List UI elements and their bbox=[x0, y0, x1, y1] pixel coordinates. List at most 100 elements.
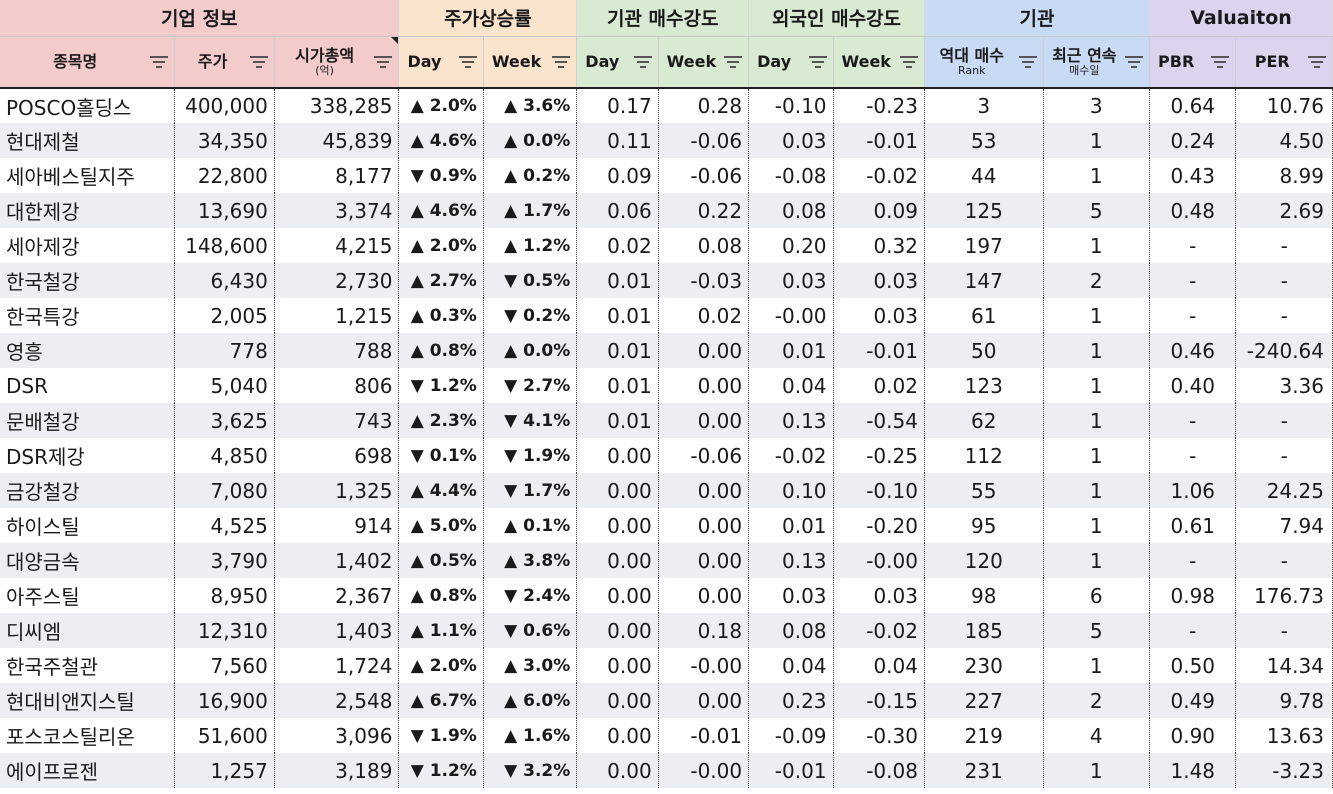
week-change-cell[interactable]: ▲ 1.6% bbox=[483, 718, 578, 753]
table-row[interactable]: 현대제철 34,350 45,839 ▲ 4.6% ▲ 0.0% 0.11 -0.06 0.0… bbox=[0, 123, 1333, 158]
buy-rank-cell[interactable]: 230 bbox=[924, 648, 1044, 683]
per-cell[interactable]: 4.50 bbox=[1235, 123, 1333, 158]
filter-icon[interactable] bbox=[1211, 55, 1230, 69]
foreign-day-cell[interactable]: 0.20 bbox=[748, 228, 834, 263]
inst-day-cell[interactable]: 0.00 bbox=[576, 473, 659, 508]
foreign-day-cell[interactable]: 0.03 bbox=[748, 123, 834, 158]
per-cell[interactable]: -3.23 bbox=[1235, 753, 1333, 788]
foreign-week-cell[interactable]: -0.15 bbox=[833, 683, 925, 718]
foreign-day-cell[interactable]: 0.03 bbox=[748, 578, 834, 613]
buy-rank-cell[interactable]: 44 bbox=[924, 158, 1044, 193]
stock-name-cell[interactable]: 대한제강 bbox=[0, 193, 176, 228]
foreign-day-cell[interactable]: -0.10 bbox=[748, 88, 834, 123]
week-change-cell[interactable]: ▼ 3.2% bbox=[483, 753, 578, 788]
market-cap-cell[interactable]: 914 bbox=[274, 508, 400, 543]
stock-name-cell[interactable]: 영흥 bbox=[0, 333, 176, 368]
per-cell[interactable]: 9.78 bbox=[1235, 683, 1333, 718]
per-cell[interactable]: -240.64 bbox=[1235, 333, 1333, 368]
foreign-day-cell[interactable]: -0.00 bbox=[748, 298, 834, 333]
inst-day-cell[interactable]: 0.01 bbox=[576, 263, 659, 298]
table-row[interactable]: 문배철강 3,625 743 ▲ 2.3% ▼ 4.1% 0.01 0.00 0.13 -0.5… bbox=[0, 403, 1333, 438]
filter-icon[interactable] bbox=[458, 55, 477, 69]
pbr-cell[interactable]: 1.06 bbox=[1149, 473, 1237, 508]
pbr-cell[interactable]: 1.48 bbox=[1149, 753, 1237, 788]
per-cell[interactable]: - bbox=[1235, 543, 1333, 578]
foreign-week-cell[interactable]: 0.09 bbox=[833, 193, 925, 228]
pbr-cell[interactable]: 0.61 bbox=[1149, 508, 1237, 543]
pbr-cell[interactable]: - bbox=[1149, 298, 1237, 333]
buy-rank-cell[interactable]: 98 bbox=[924, 578, 1044, 613]
per-cell[interactable]: - bbox=[1235, 228, 1333, 263]
inst-day-cell[interactable]: 0.00 bbox=[576, 508, 659, 543]
week-change-cell[interactable]: ▲ 3.8% bbox=[483, 543, 578, 578]
week-change-cell[interactable]: ▲ 1.2% bbox=[483, 228, 578, 263]
pbr-cell[interactable]: 0.50 bbox=[1149, 648, 1237, 683]
inst-week-cell[interactable]: 0.18 bbox=[658, 613, 750, 648]
buy-streak-cell[interactable]: 1 bbox=[1043, 753, 1151, 788]
market-cap-cell[interactable]: 1,402 bbox=[274, 543, 400, 578]
buy-streak-cell[interactable]: 4 bbox=[1043, 718, 1151, 753]
table-row[interactable]: 에이프로젠 1,257 3,189 ▼ 1.2% ▼ 3.2% 0.00 -0.00 -0.0… bbox=[0, 753, 1333, 788]
inst-week-cell[interactable]: 0.00 bbox=[658, 368, 750, 403]
stock-name-cell[interactable]: 금강철강 bbox=[0, 473, 176, 508]
per-cell[interactable]: - bbox=[1235, 403, 1333, 438]
buy-streak-cell[interactable]: 6 bbox=[1043, 578, 1151, 613]
stock-name-cell[interactable]: 한국특강 bbox=[0, 298, 176, 333]
stock-name-cell[interactable]: 에이프로젠 bbox=[0, 753, 176, 788]
stock-name-cell[interactable]: POSCO홀딩스 bbox=[0, 88, 176, 123]
price-cell[interactable]: 16,900 bbox=[174, 683, 275, 718]
filter-icon[interactable] bbox=[1125, 55, 1144, 69]
inst-day-cell[interactable]: 0.11 bbox=[576, 123, 659, 158]
buy-streak-cell[interactable]: 1 bbox=[1043, 158, 1151, 193]
foreign-week-cell[interactable]: -0.01 bbox=[833, 123, 925, 158]
inst-day-cell[interactable]: 0.00 bbox=[576, 578, 659, 613]
table-row[interactable]: 포스코스틸리온 51,600 3,096 ▼ 1.9% ▲ 1.6% 0.00 -0.01-… bbox=[0, 718, 1333, 753]
price-cell[interactable]: 400,000 bbox=[174, 88, 275, 123]
buy-rank-cell[interactable]: 95 bbox=[924, 508, 1044, 543]
per-cell[interactable]: 3.36 bbox=[1235, 368, 1333, 403]
stock-name-cell[interactable]: 포스코스틸리온 bbox=[0, 718, 176, 753]
price-cell[interactable]: 12,310 bbox=[174, 613, 275, 648]
inst-week-cell[interactable]: 0.02 bbox=[658, 298, 750, 333]
week-change-cell[interactable]: ▲ 3.0% bbox=[483, 648, 578, 683]
table-row[interactable]: 한국주철관 7,560 1,724 ▲ 2.0% ▲ 3.0% 0.00 -0.00 0.04… bbox=[0, 648, 1333, 683]
day-change-cell[interactable]: ▲ 1.1% bbox=[398, 613, 484, 648]
inst-week-cell[interactable]: -0.00 bbox=[658, 753, 750, 788]
price-cell[interactable]: 6,430 bbox=[174, 263, 275, 298]
stock-name-cell[interactable]: 디씨엠 bbox=[0, 613, 176, 648]
buy-streak-cell[interactable]: 1 bbox=[1043, 298, 1151, 333]
pbr-cell[interactable]: 0.46 bbox=[1149, 333, 1237, 368]
stock-name-cell[interactable]: 대양금속 bbox=[0, 543, 176, 578]
buy-rank-cell[interactable]: 185 bbox=[924, 613, 1044, 648]
day-change-cell[interactable]: ▲ 6.7% bbox=[398, 683, 484, 718]
inst-week-cell[interactable]: 0.00 bbox=[658, 508, 750, 543]
foreign-day-cell[interactable]: 0.03 bbox=[748, 263, 834, 298]
week-change-cell[interactable]: ▼ 2.4% bbox=[483, 578, 578, 613]
stock-name-cell[interactable]: 현대비앤지스틸 bbox=[0, 683, 176, 718]
buy-rank-cell[interactable]: 227 bbox=[924, 683, 1044, 718]
filter-icon[interactable] bbox=[1308, 55, 1326, 69]
day-change-cell[interactable]: ▲ 5.0% bbox=[398, 508, 484, 543]
market-cap-cell[interactable]: 1,215 bbox=[274, 298, 400, 333]
pbr-cell[interactable]: 0.40 bbox=[1149, 368, 1237, 403]
per-cell[interactable]: 14.34 bbox=[1235, 648, 1333, 683]
price-cell[interactable]: 4,525 bbox=[174, 508, 275, 543]
day-change-cell[interactable]: ▲ 0.8% bbox=[398, 333, 484, 368]
week-change-cell[interactable]: ▼ 4.1% bbox=[483, 403, 578, 438]
foreign-week-cell[interactable]: -0.01 bbox=[833, 333, 925, 368]
filter-icon[interactable] bbox=[808, 55, 827, 69]
market-cap-cell[interactable]: 1,724 bbox=[274, 648, 400, 683]
stock-name-cell[interactable]: 아주스틸 bbox=[0, 578, 176, 613]
market-cap-cell[interactable]: 8,177 bbox=[274, 158, 400, 193]
pbr-cell[interactable]: 0.49 bbox=[1149, 683, 1237, 718]
inst-day-cell[interactable]: 0.00 bbox=[576, 648, 659, 683]
market-cap-cell[interactable]: 4,215 bbox=[274, 228, 400, 263]
buy-streak-cell[interactable]: 1 bbox=[1043, 438, 1151, 473]
foreign-week-cell[interactable]: 0.32 bbox=[833, 228, 925, 263]
day-change-cell[interactable]: ▼ 0.9% bbox=[398, 158, 484, 193]
buy-streak-cell[interactable]: 3 bbox=[1043, 88, 1151, 123]
stock-name-cell[interactable]: 한국철강 bbox=[0, 263, 176, 298]
week-change-cell[interactable]: ▼ 0.6% bbox=[483, 613, 578, 648]
table-row[interactable]: 한국특강 2,005 1,215 ▲ 0.3% ▼ 0.2% 0.01 0.02 -0.00 0… bbox=[0, 298, 1333, 333]
stock-name-cell[interactable]: DSR bbox=[0, 368, 176, 403]
